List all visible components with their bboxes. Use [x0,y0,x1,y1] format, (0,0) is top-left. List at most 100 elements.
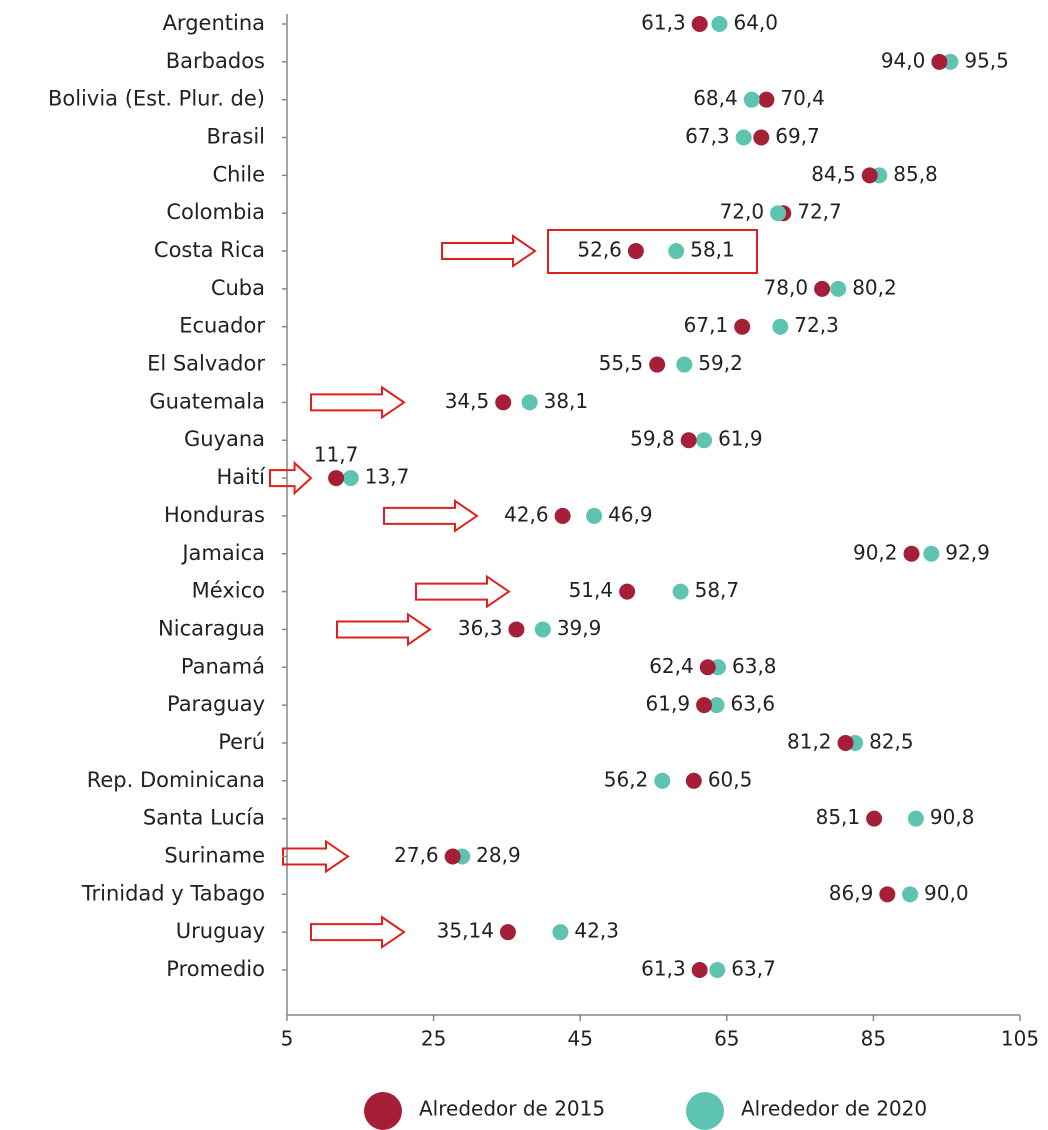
category-label: Santa Lucía [143,806,265,830]
value-label: 38,1 [544,389,589,413]
dot [552,924,569,941]
dot [668,243,685,260]
dot [696,697,713,714]
value-label: 51,4 [569,578,614,602]
value-label: 46,9 [608,502,653,526]
value-label: 42,6 [504,502,549,526]
value-label: 82,5 [869,729,914,753]
value-label: 90,2 [853,540,898,564]
value-label: 63,6 [731,692,776,716]
category-label: México [192,579,265,603]
value-label: 63,8 [732,654,777,678]
dot [837,734,854,751]
category-label: Honduras [164,503,265,527]
x-tick-label: 45 [567,1027,592,1051]
value-label: 61,9 [718,427,763,451]
dot [879,886,896,903]
dot [770,205,787,222]
category-label: Haití [216,465,266,489]
category-label: Panamá [181,654,265,678]
value-label: 68,4 [693,86,738,110]
dot [499,924,516,941]
value-label: 67,1 [684,313,729,337]
category-label: Costa Rica [154,238,265,262]
value-label: 39,9 [557,616,602,640]
value-label: 90,0 [924,881,969,905]
value-label: 92,9 [945,540,990,564]
category-label: Colombia [166,200,265,224]
dot [758,91,775,108]
category-label: Guyana [184,427,265,451]
dot [696,432,713,449]
value-label: 72,0 [720,200,765,224]
highlight-box [547,229,758,274]
category-label: Argentina [163,11,265,35]
value-label: 59,8 [630,427,675,451]
category-label: Cuba [211,276,265,300]
annotation-arrow [383,499,479,533]
category-label: Barbados [166,49,265,73]
category-label: Trinidad y Tabago [81,881,265,905]
dot [903,545,920,562]
annotation-arrow [441,234,537,268]
dot [534,621,551,638]
dot [444,848,461,865]
value-label: 42,3 [574,919,619,943]
category-label: Paraguay [167,692,265,716]
dot [508,621,525,638]
legend-label: Alrededor de 2015 [419,1097,605,1121]
dot [907,810,924,827]
category-label: Rep. Dominicana [87,768,265,792]
dot [711,16,728,32]
category-label: Jamaica [180,541,265,565]
value-label: 59,2 [698,351,743,375]
value-label: 81,2 [787,729,832,753]
category-label: Bolivia (Est. Plur. de) [48,87,265,111]
category-label: El Salvador [147,352,265,376]
dot [554,507,571,524]
value-label: 58,7 [695,578,740,602]
dot [709,962,726,978]
dot [814,280,831,297]
value-label: 34,5 [445,389,490,413]
value-label: 78,0 [764,275,809,299]
dot [753,129,770,146]
value-label: 35,14 [437,919,494,943]
value-label: 85,8 [893,162,938,186]
dot [649,356,666,373]
value-label: 86,9 [829,881,874,905]
value-label: 58,1 [690,238,735,262]
value-label: 85,1 [816,805,861,829]
dot [676,356,693,373]
value-label: 70,4 [780,86,825,110]
category-label: Brasil [206,125,265,149]
x-tick-label: 5 [281,1027,294,1051]
dot [866,810,883,827]
annotation-arrow [336,612,432,647]
annotation-arrow [269,460,313,496]
annotation-arrow [282,839,350,874]
category-label: Guatemala [149,389,265,413]
value-label: 63,7 [731,957,776,981]
dot [680,432,697,449]
value-label: 72,3 [794,313,839,337]
dot [772,318,789,335]
x-tick-label: 25 [421,1027,446,1051]
value-label: 56,2 [604,767,649,791]
dot [619,583,636,600]
value-label: 52,6 [577,238,622,262]
dot [328,470,345,487]
dot [495,394,512,411]
x-tick-label: 105 [1001,1027,1039,1051]
value-label: 55,5 [599,351,644,375]
dot [735,129,752,146]
category-label: Suriname [164,843,265,867]
value-label: 11,7 [314,443,359,467]
dot [627,243,644,260]
value-label: 28,9 [476,843,521,867]
annotation-arrow [310,915,406,950]
value-label: 90,8 [930,805,975,829]
value-label: 61,3 [641,957,686,981]
dot [586,507,603,524]
category-label: Chile [212,162,265,186]
